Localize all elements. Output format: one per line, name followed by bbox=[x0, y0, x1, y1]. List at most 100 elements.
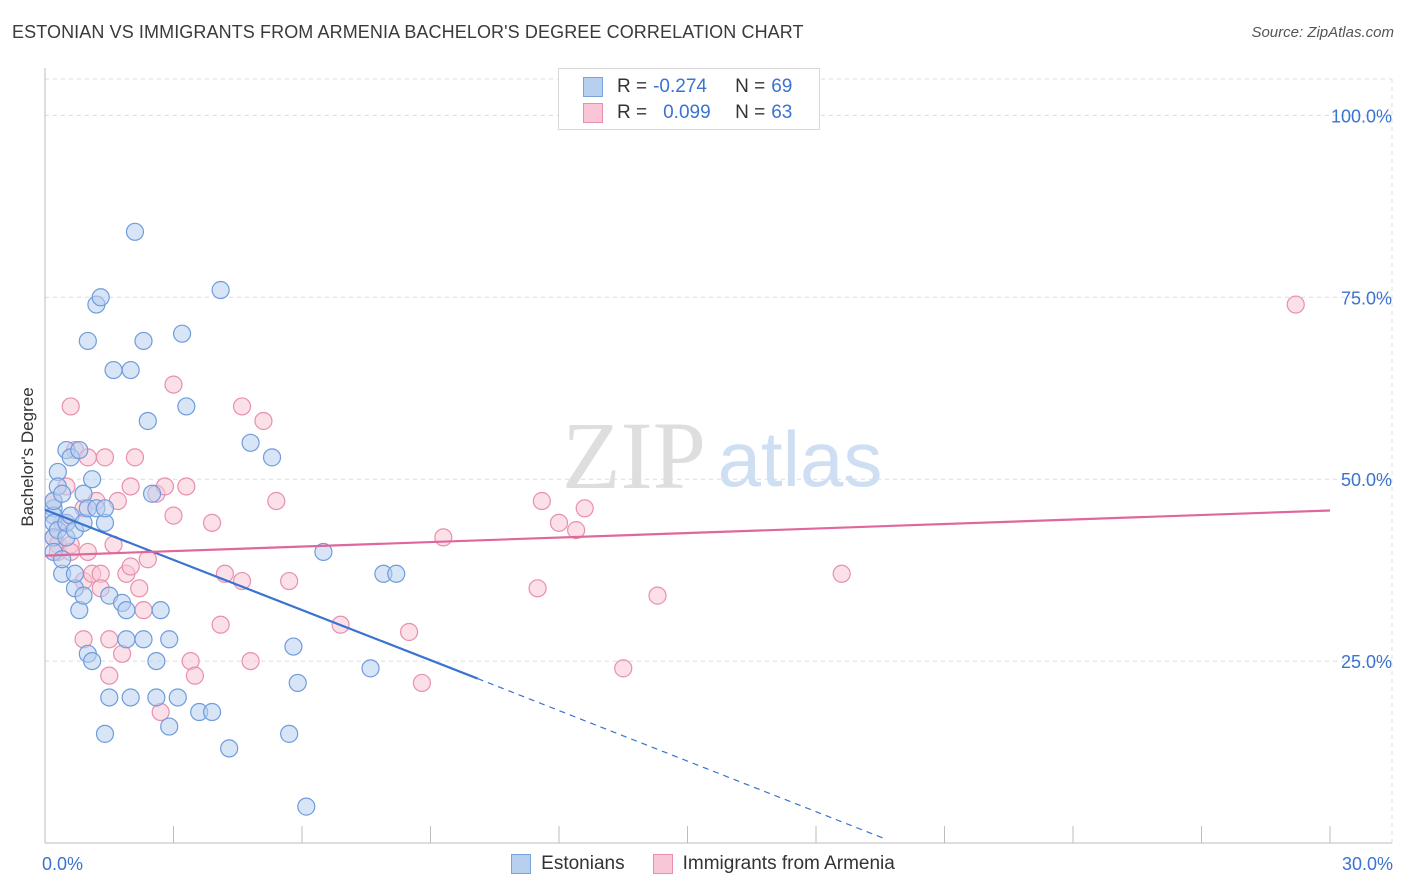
point-estonians bbox=[160, 630, 179, 649]
point-armenia bbox=[528, 579, 547, 598]
point-armenia bbox=[267, 491, 286, 511]
point-armenia bbox=[202, 513, 222, 532]
legend-swatch-estonians bbox=[583, 77, 603, 97]
legend-row-armenia: R = 0.099 N = 63 bbox=[583, 101, 792, 125]
point-estonians bbox=[117, 601, 136, 620]
point-estonians bbox=[100, 688, 119, 707]
axes bbox=[44, 68, 1392, 844]
bottom-legend-swatch-estonians bbox=[511, 854, 532, 874]
source-label: Source: ZipAtlas.com bbox=[1251, 24, 1394, 41]
point-estonians bbox=[142, 484, 162, 503]
point-armenia bbox=[185, 666, 205, 685]
watermark: ZIP atlas bbox=[562, 402, 882, 509]
point-armenia bbox=[100, 666, 119, 685]
point-estonians bbox=[147, 688, 166, 707]
point-estonians bbox=[160, 717, 179, 736]
legend-row-estonians: R = -0.274 N = 69 bbox=[583, 75, 792, 99]
point-armenia bbox=[399, 622, 419, 642]
point-estonians bbox=[134, 331, 153, 351]
point-estonians bbox=[117, 630, 136, 649]
point-estonians bbox=[361, 659, 380, 678]
point-armenia bbox=[241, 651, 260, 671]
point-armenia bbox=[121, 557, 140, 576]
y-tick-label: 25.0% bbox=[1341, 652, 1392, 672]
series-estonians-points bbox=[44, 222, 406, 816]
point-armenia bbox=[1286, 295, 1305, 314]
watermark-zip: ZIP bbox=[562, 402, 706, 509]
point-estonians bbox=[78, 331, 97, 351]
point-estonians bbox=[95, 724, 115, 743]
point-estonians bbox=[262, 448, 282, 467]
point-armenia bbox=[648, 586, 667, 605]
point-estonians bbox=[151, 601, 170, 620]
point-estonians bbox=[91, 288, 110, 307]
bottom-legend: Estonians Immigrants from Armenia bbox=[0, 852, 1406, 876]
trendline-armenia bbox=[44, 509, 1331, 557]
tick-labels: 25.0% 50.0% 75.0% 100.0% 0.0% 30.0% bbox=[42, 106, 1393, 874]
x-tick-label: 30.0% bbox=[1342, 854, 1393, 874]
point-estonians bbox=[134, 630, 153, 649]
point-estonians bbox=[70, 440, 89, 460]
legend-n-value: 69 bbox=[771, 76, 793, 97]
point-estonians bbox=[104, 360, 123, 380]
watermark-atlas: atlas bbox=[718, 415, 883, 503]
legend-n-label: N = bbox=[735, 102, 766, 123]
point-armenia bbox=[95, 448, 115, 467]
legend-r-value: 0.099 bbox=[663, 102, 711, 123]
trendlines bbox=[44, 508, 1331, 840]
point-estonians bbox=[53, 484, 72, 503]
legend-n-label: N = bbox=[735, 76, 766, 97]
legend-r-label: R = bbox=[617, 102, 648, 123]
point-estonians bbox=[138, 411, 157, 431]
bottom-legend-label-armenia: Immigrants from Armenia bbox=[682, 853, 895, 874]
point-estonians bbox=[314, 542, 333, 562]
point-armenia bbox=[164, 375, 183, 394]
y-tick-label: 50.0% bbox=[1341, 470, 1392, 490]
trendline-estonians-extension bbox=[477, 677, 885, 840]
point-armenia bbox=[254, 411, 273, 431]
chart-title: ESTONIAN VS IMMIGRANTS FROM ARMENIA BACH… bbox=[12, 22, 804, 42]
point-estonians bbox=[177, 397, 196, 416]
trendline-estonians bbox=[44, 508, 479, 680]
point-estonians bbox=[147, 651, 166, 671]
legend-r-label: R = bbox=[617, 76, 648, 97]
point-estonians bbox=[387, 564, 406, 583]
x-tick-label: 0.0% bbox=[42, 854, 83, 874]
point-estonians bbox=[172, 324, 192, 343]
point-estonians bbox=[280, 724, 299, 743]
point-armenia bbox=[164, 506, 183, 525]
bottom-legend-label-estonians: Estonians bbox=[541, 853, 625, 874]
point-estonians bbox=[288, 673, 307, 693]
point-estonians bbox=[53, 550, 72, 569]
point-armenia bbox=[532, 491, 551, 511]
point-estonians bbox=[74, 586, 93, 605]
point-estonians bbox=[121, 360, 140, 380]
point-armenia bbox=[567, 521, 586, 540]
point-armenia bbox=[61, 397, 80, 416]
point-estonians bbox=[211, 280, 230, 300]
y-tick-label: 75.0% bbox=[1341, 288, 1392, 308]
point-armenia bbox=[134, 601, 153, 620]
point-armenia bbox=[434, 528, 453, 547]
point-estonians bbox=[83, 470, 102, 489]
point-estonians bbox=[202, 702, 222, 722]
point-armenia bbox=[121, 477, 140, 496]
point-armenia bbox=[575, 499, 594, 518]
point-estonians bbox=[65, 564, 85, 583]
point-armenia bbox=[832, 564, 851, 583]
point-estonians bbox=[83, 651, 102, 671]
point-armenia bbox=[211, 615, 230, 634]
point-armenia bbox=[78, 542, 97, 562]
point-estonians bbox=[241, 433, 260, 452]
point-armenia bbox=[280, 571, 299, 591]
point-armenia bbox=[549, 513, 569, 532]
point-armenia bbox=[232, 397, 252, 416]
bottom-legend-estonians: Estonians bbox=[511, 853, 625, 875]
point-estonians bbox=[220, 739, 239, 758]
point-estonians bbox=[168, 688, 187, 707]
y-tick-label: 100.0% bbox=[1331, 106, 1392, 126]
legend-r-value: -0.274 bbox=[653, 76, 707, 97]
point-estonians bbox=[297, 797, 316, 816]
point-armenia bbox=[100, 630, 119, 649]
